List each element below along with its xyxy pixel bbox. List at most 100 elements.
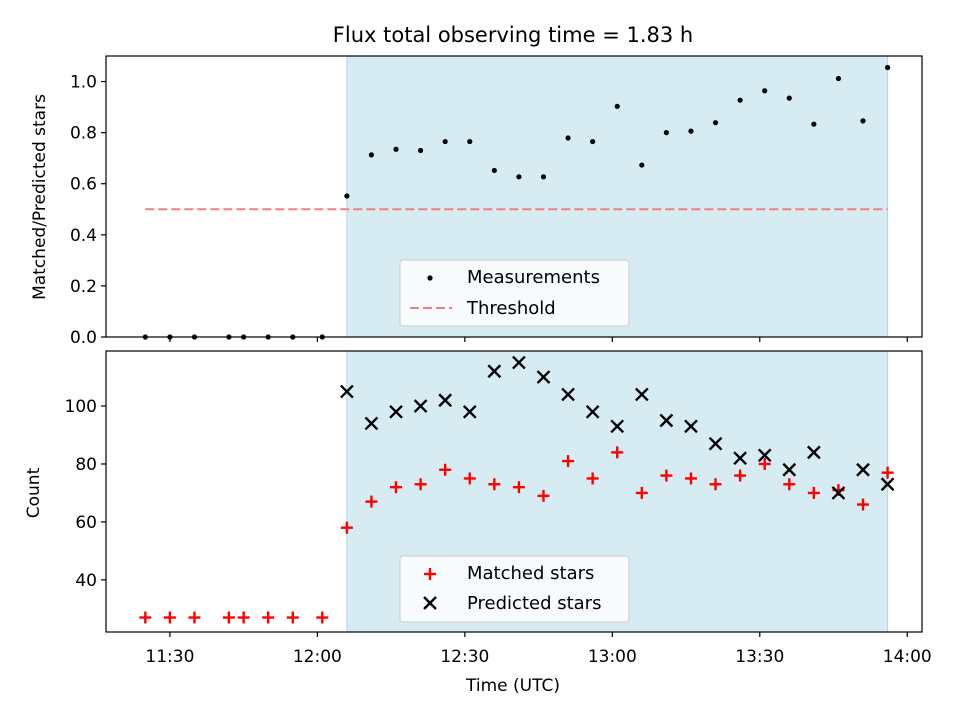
measurement-point <box>786 95 792 101</box>
matched-star-point <box>163 611 176 624</box>
matched-star-point <box>390 481 403 494</box>
matched-star-point <box>488 478 501 491</box>
x-tick-label: 12:00 <box>293 647 342 667</box>
predicted-star-point <box>438 393 453 408</box>
bottom-legend-frame <box>399 555 630 623</box>
matched-star-point <box>222 611 235 624</box>
measurement-point <box>491 167 497 174</box>
matched-star-point <box>881 466 894 479</box>
top-axes-frame <box>105 55 923 338</box>
measurement-point <box>884 64 891 71</box>
predicted-star-point <box>708 436 723 451</box>
matched-star-point <box>635 486 648 499</box>
predicted-star-stroke <box>880 477 895 492</box>
predicted-star-point <box>856 462 870 477</box>
predicted-star-stroke <box>708 436 723 451</box>
x-tick-label: 13:00 <box>588 647 637 667</box>
predicted-star-point <box>807 445 821 460</box>
predicted-star-point <box>757 448 772 463</box>
predicted-star-point <box>487 364 502 379</box>
measurement-point <box>614 103 620 109</box>
top-plot-marks <box>142 64 891 340</box>
matched-star-point <box>262 611 275 624</box>
predicted-star-stroke <box>413 399 428 413</box>
predicted-star-stroke <box>807 445 821 460</box>
x-tick-label: 14:00 <box>883 647 932 667</box>
measurement-point <box>467 138 473 145</box>
top-y-tick-label: 0.4 <box>70 226 97 246</box>
chart-title: Flux total observing time = 1.83 h <box>333 23 693 47</box>
bottom-y-tick-label: 100 <box>65 397 97 417</box>
measurement-point <box>712 120 719 126</box>
predicted-star-point <box>462 404 477 419</box>
measurement-point <box>762 88 768 94</box>
bottom-plot-marks <box>139 355 895 624</box>
predicted-star-stroke <box>856 462 870 477</box>
matched-star-point <box>463 472 476 485</box>
matched-star-point <box>684 472 697 485</box>
legend-matched-label: Matched stars <box>467 563 594 584</box>
top-y-axis-label: Matched/Predicted stars <box>30 94 50 300</box>
measurement-point <box>639 162 645 168</box>
predicted-star-point <box>364 416 379 431</box>
matched-star-point <box>562 455 575 468</box>
predicted-star-point <box>880 477 895 492</box>
matched-star-point <box>340 521 353 534</box>
predicted-star-point <box>831 486 846 500</box>
matched-star-point <box>188 611 201 624</box>
x-axis-label: Time (UTC) <box>465 676 560 696</box>
measurement-point <box>565 135 571 141</box>
bottom-axes-frame <box>105 350 923 633</box>
bottom-legend: Matched stars Predicted stars <box>399 555 630 623</box>
matched-star-point <box>857 498 870 511</box>
matched-star-point <box>139 611 152 624</box>
measurement-point <box>540 174 547 180</box>
legend-threshold-label: Threshold <box>466 298 556 319</box>
top-legend: Measurements Threshold <box>399 259 630 327</box>
measurement-point <box>688 128 694 134</box>
matched-star-point <box>512 481 525 494</box>
measurement-point <box>344 193 350 199</box>
predicted-star-point <box>634 387 649 402</box>
measurement-point <box>368 152 375 158</box>
predicted-star-stroke <box>364 416 379 431</box>
matched-star-point <box>586 472 599 485</box>
measurement-point <box>442 138 448 145</box>
measurement-point <box>590 138 596 145</box>
top-y-tick-label: 0.6 <box>70 175 97 195</box>
predicted-star-stroke <box>389 404 403 419</box>
measurement-point <box>835 75 842 82</box>
matched-star-point <box>537 489 550 502</box>
predicted-star-point <box>659 413 674 428</box>
measurement-point <box>516 174 522 180</box>
measurement-point <box>737 97 743 103</box>
legend-matched-marker <box>424 568 436 580</box>
predicted-star-stroke <box>757 448 772 463</box>
legend-measurements-label: Measurements <box>467 267 600 288</box>
matched-star-point <box>316 611 329 624</box>
predicted-star-point <box>536 370 551 384</box>
predicted-star-point <box>684 419 698 434</box>
predicted-star-stroke <box>561 387 575 402</box>
predicted-star-point <box>413 399 428 413</box>
predicted-star-point <box>585 404 600 419</box>
matched-star-point <box>758 457 771 470</box>
predicted-star-stroke <box>684 419 698 434</box>
matched-star-point <box>734 469 747 482</box>
predicted-star-stroke <box>585 404 600 419</box>
legend-predicted-marker <box>423 596 437 610</box>
predicted-star-stroke <box>733 451 747 466</box>
predicted-star-stroke <box>512 355 526 370</box>
x-tick-label: 11:30 <box>145 647 194 667</box>
predicted-star-point <box>561 387 575 402</box>
measurement-point <box>663 130 669 136</box>
predicted-star-point <box>782 462 797 477</box>
predicted-star-stroke <box>659 413 674 428</box>
matched-star-point <box>807 486 820 499</box>
matched-star-point <box>237 611 250 624</box>
bottom-axes: 40 60 80 100 11:30 12:00 12:30 13:00 13:30 14:00 <box>65 350 932 667</box>
matched-star-point <box>414 478 427 491</box>
predicted-star-stroke <box>340 384 354 399</box>
top-y-tick-label: 0.0 <box>70 328 97 348</box>
